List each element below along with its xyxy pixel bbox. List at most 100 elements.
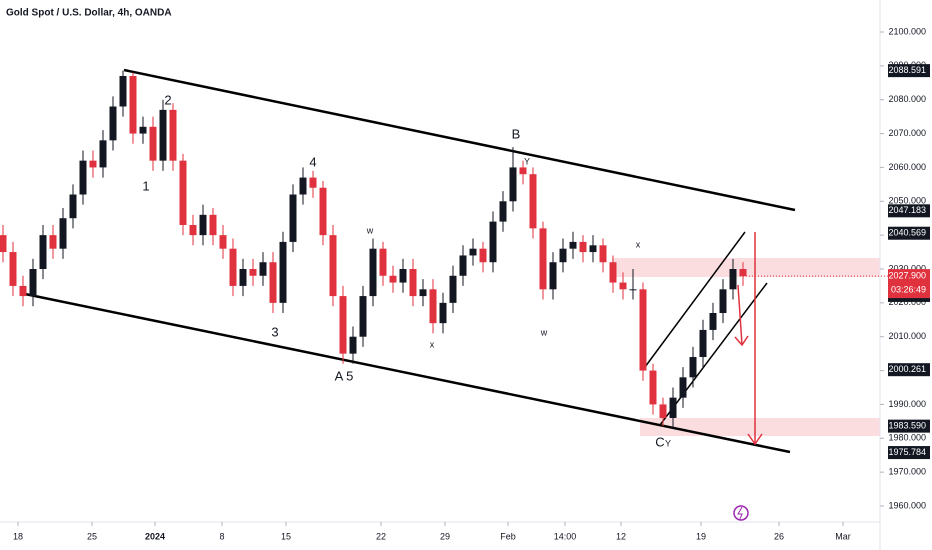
candle-body — [339, 296, 347, 354]
price-label: 1975.784 — [888, 447, 926, 457]
candle-body — [659, 404, 667, 418]
candle-body — [149, 126, 157, 161]
candle-body — [609, 262, 617, 283]
y-tick-label: 1980.000 — [888, 433, 926, 443]
zone — [640, 418, 880, 436]
y-tick-label: 2070.000 — [888, 128, 926, 138]
candle-body — [379, 248, 387, 276]
candle-body — [179, 160, 187, 225]
candle-body — [679, 377, 687, 398]
candle-body — [119, 76, 127, 107]
y-tick-label: 1970.000 — [888, 467, 926, 477]
wave-label: 2 — [164, 92, 171, 107]
candle-body — [549, 262, 557, 290]
chart-title: Gold Spot / U.S. Dollar, 4h, OANDA — [6, 8, 172, 19]
candle-body — [589, 245, 597, 253]
wave-label: 3 — [271, 324, 278, 339]
candle-body — [649, 370, 657, 405]
candle-body — [0, 235, 7, 253]
y-tick-label: 2010.000 — [888, 331, 926, 341]
candle-body — [429, 289, 437, 324]
candle-body — [629, 289, 637, 291]
price-label-box — [888, 446, 930, 460]
candle-body — [109, 106, 117, 141]
x-tick-label: 8 — [219, 531, 224, 541]
x-tick-label: 15 — [281, 531, 291, 541]
candle-body — [389, 275, 397, 283]
candle-body — [719, 289, 727, 314]
wave-label: Y — [665, 438, 671, 448]
candle-body — [669, 397, 677, 418]
price-label-box — [888, 226, 930, 240]
candle-body — [509, 167, 517, 202]
candle-body — [689, 357, 697, 378]
arrows — [734, 232, 763, 446]
candle-body — [479, 248, 487, 263]
candle-body — [599, 245, 607, 263]
current-price: 2027.900 — [888, 270, 926, 280]
candle-body — [69, 194, 77, 219]
candle-body — [619, 282, 627, 290]
x-tick-label: Mar — [835, 531, 851, 541]
candle-body — [329, 235, 337, 297]
x-tick-label: 26 — [774, 531, 784, 541]
candle-body — [269, 262, 277, 303]
candle-body — [529, 174, 537, 229]
candle-body — [299, 177, 307, 195]
wave-label: w — [366, 225, 374, 235]
candle-body — [139, 126, 147, 134]
wave-label: x — [636, 239, 641, 249]
price-label: 2088.591 — [888, 65, 926, 75]
candle-body — [29, 269, 37, 297]
candle-body — [129, 76, 137, 134]
candle-body — [579, 241, 587, 253]
candle-body — [409, 269, 417, 297]
x-tick-label: 18 — [13, 531, 23, 541]
candle-body — [99, 140, 107, 168]
wave-label: x — [430, 339, 435, 349]
candle-body — [369, 248, 377, 297]
price-label: 2040.569 — [888, 228, 926, 238]
candle-body — [259, 262, 267, 276]
candle-body — [79, 160, 87, 195]
candle-body — [459, 255, 467, 276]
price-label: 1983.590 — [888, 421, 926, 431]
candle-body — [399, 269, 407, 283]
candle-body — [239, 269, 247, 286]
candle-body — [39, 235, 47, 269]
candle-body — [539, 228, 547, 290]
x-tick-label: 25 — [87, 531, 97, 541]
x-tick-label: 14:00 — [554, 531, 577, 541]
candle-body — [49, 235, 57, 249]
y-tick-label: 2060.000 — [888, 162, 926, 172]
candle-body — [359, 296, 367, 337]
y-tick-label: 1990.000 — [888, 399, 926, 409]
y-tick-label: 2050.000 — [888, 196, 926, 206]
candle-body — [439, 302, 447, 324]
candle-body — [469, 248, 477, 256]
wave-label: 4 — [309, 154, 316, 169]
candle-body — [279, 241, 287, 303]
candle-body — [9, 252, 17, 286]
wave-label: A 5 — [335, 368, 354, 383]
candle-body — [89, 160, 97, 168]
candle-body — [419, 289, 427, 297]
candle-body — [319, 187, 327, 236]
candle-body — [559, 248, 567, 263]
x-tick-label: 12 — [616, 531, 626, 541]
candle-body — [289, 194, 297, 242]
y-tick-label: 2030.000 — [888, 263, 926, 273]
channel-lines — [644, 231, 768, 426]
price-label: 2047.183 — [888, 205, 926, 215]
candle-body — [249, 269, 257, 276]
wave-label: B — [512, 126, 521, 141]
candle-body — [569, 241, 577, 249]
candle-body — [59, 218, 67, 249]
price-label-box — [888, 64, 930, 78]
candle-body — [209, 214, 217, 236]
candle-body — [199, 214, 207, 236]
candle-body — [489, 221, 497, 263]
candle-body — [19, 285, 27, 297]
x-tick-label: 22 — [376, 531, 386, 541]
